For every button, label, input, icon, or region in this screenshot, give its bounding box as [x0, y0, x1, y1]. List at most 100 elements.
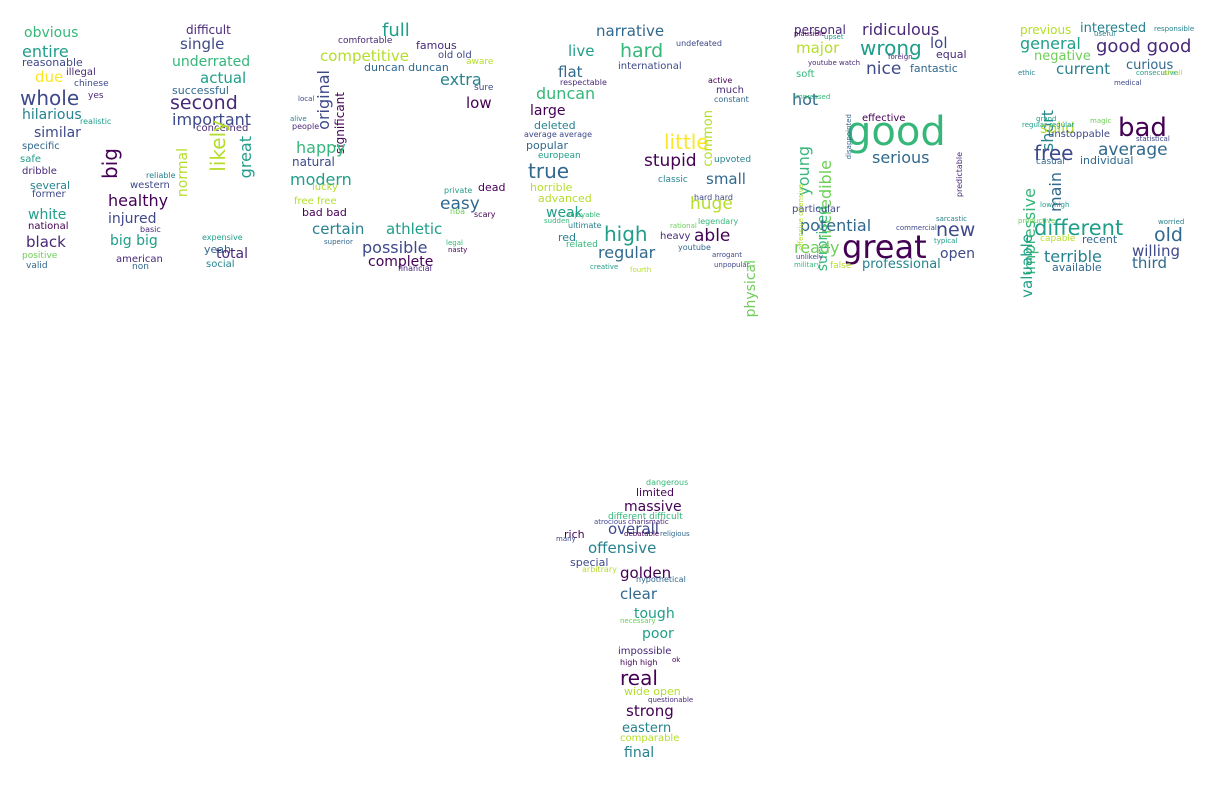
- word-similar: similar: [34, 125, 81, 141]
- word-plausible: plausible: [794, 30, 826, 38]
- word-small: small: [706, 170, 746, 188]
- word-aware: aware: [466, 57, 494, 67]
- word-respectable: respectable: [560, 78, 607, 87]
- word-american: american: [116, 254, 163, 265]
- word-legendary: legendary: [698, 217, 739, 226]
- word-several: several: [30, 179, 71, 192]
- word-clear: clear: [620, 585, 658, 603]
- word-chinese: chinese: [74, 79, 109, 89]
- word-atrocious: atrocious: [594, 518, 627, 526]
- word-special: special: [570, 556, 609, 569]
- word-western: western: [130, 180, 170, 191]
- word-current: current: [1056, 60, 1111, 78]
- word-expensive: expensive: [202, 233, 243, 242]
- word-reliable: reliable: [146, 171, 176, 180]
- word-magic: magic: [1090, 117, 1112, 125]
- word-equal: equal: [936, 48, 967, 61]
- word-youtube: youtube: [678, 243, 711, 252]
- word-recent: recent: [1082, 233, 1118, 246]
- word-third: third: [1132, 254, 1167, 272]
- word-grand: grand: [1036, 115, 1057, 123]
- word-interested: interested: [1080, 21, 1147, 36]
- word-hilarious: hilarious: [22, 107, 82, 123]
- word-strong: strong: [626, 702, 674, 720]
- word-reasonable: reasonable: [22, 56, 83, 69]
- word-valuable: valuable: [1018, 234, 1036, 298]
- word-due: due: [35, 68, 64, 86]
- word-comparable: comparable: [620, 733, 680, 744]
- word-normal: normal: [175, 148, 191, 198]
- word-concerned: concerned: [196, 123, 249, 134]
- word-large: large: [530, 103, 566, 119]
- word-small: small: [1164, 69, 1183, 77]
- word-particular: particular: [792, 204, 841, 215]
- word-alive: alive: [290, 115, 307, 123]
- word-flat: flat: [558, 63, 583, 81]
- word-willing: willing: [1132, 242, 1180, 260]
- word-previous: previous: [1020, 23, 1072, 37]
- word-non: non: [132, 262, 149, 272]
- word-ridiculous: ridiculous: [862, 20, 940, 39]
- word-unpopular: unpopular: [714, 261, 750, 269]
- word-complete: complete: [368, 254, 434, 270]
- word-ready: ready: [794, 238, 840, 257]
- word-worried: worried: [1158, 218, 1185, 226]
- word-predictable: predictable: [955, 152, 964, 198]
- word-whole: whole: [20, 86, 80, 110]
- word-military: military: [794, 261, 821, 269]
- word-full: full: [382, 20, 410, 41]
- word-capable: capable: [1040, 234, 1076, 244]
- word-dead: dead: [478, 181, 506, 194]
- word-active: active: [708, 76, 733, 85]
- word-scary: scary: [474, 210, 496, 219]
- word-statistical: statistical: [1136, 135, 1170, 143]
- word-positive: positive: [22, 251, 58, 261]
- word-regular: regular: [598, 243, 656, 262]
- word-dangerous: dangerous: [646, 478, 689, 487]
- word-successful: successful: [172, 84, 229, 97]
- word-sarcastic: sarcastic: [936, 215, 967, 223]
- word-general: general: [1020, 34, 1081, 53]
- word-impossible: impossible: [618, 646, 672, 657]
- word-questionable: questionable: [648, 696, 694, 704]
- word-red: red: [558, 231, 577, 244]
- word-typical: typical: [934, 237, 958, 245]
- word-high-high: high high: [620, 658, 658, 667]
- word-famous: famous: [416, 39, 457, 52]
- word-wide-open: wide open: [624, 685, 681, 698]
- word-good: good: [846, 109, 946, 155]
- word-popular: popular: [526, 139, 568, 152]
- word-big: big: [98, 148, 122, 179]
- word-happy: happy: [296, 138, 346, 157]
- word-total: total: [216, 246, 249, 262]
- word-able: able: [694, 226, 731, 246]
- word-actual: actual: [200, 69, 247, 87]
- word-unlikely: unlikely: [796, 253, 823, 261]
- word-massive: massive: [624, 499, 682, 515]
- word-offensive: offensive: [588, 539, 657, 557]
- word-professional: professional: [862, 257, 941, 272]
- word-average: average: [1098, 140, 1168, 160]
- word-original: original: [314, 70, 333, 130]
- word-medical: medical: [1114, 79, 1142, 87]
- word-international: international: [618, 61, 682, 72]
- word-constant: constant: [714, 95, 749, 104]
- word-undefeated: undefeated: [676, 39, 722, 48]
- word-legal: legal: [446, 239, 463, 247]
- word-commercial: commercial: [896, 224, 937, 232]
- word-specific: specific: [22, 141, 60, 152]
- word-difficult: difficult: [186, 23, 231, 37]
- word-athletic: athletic: [386, 220, 443, 238]
- word-hypothetical: hypothetical: [636, 575, 686, 584]
- word-national: national: [28, 221, 69, 232]
- word-sure: sure: [474, 83, 494, 93]
- word-realistic: realistic: [80, 117, 112, 126]
- word-second: second: [170, 92, 238, 114]
- word-fantastic: fantastic: [910, 62, 958, 75]
- word-false: false: [830, 261, 852, 271]
- word-wrong: wrong: [860, 36, 922, 60]
- word-religious: religious: [660, 530, 690, 538]
- word-good-good: good good: [1096, 36, 1192, 57]
- word-deleted: deleted: [534, 119, 576, 132]
- word-eastern: eastern: [622, 721, 672, 736]
